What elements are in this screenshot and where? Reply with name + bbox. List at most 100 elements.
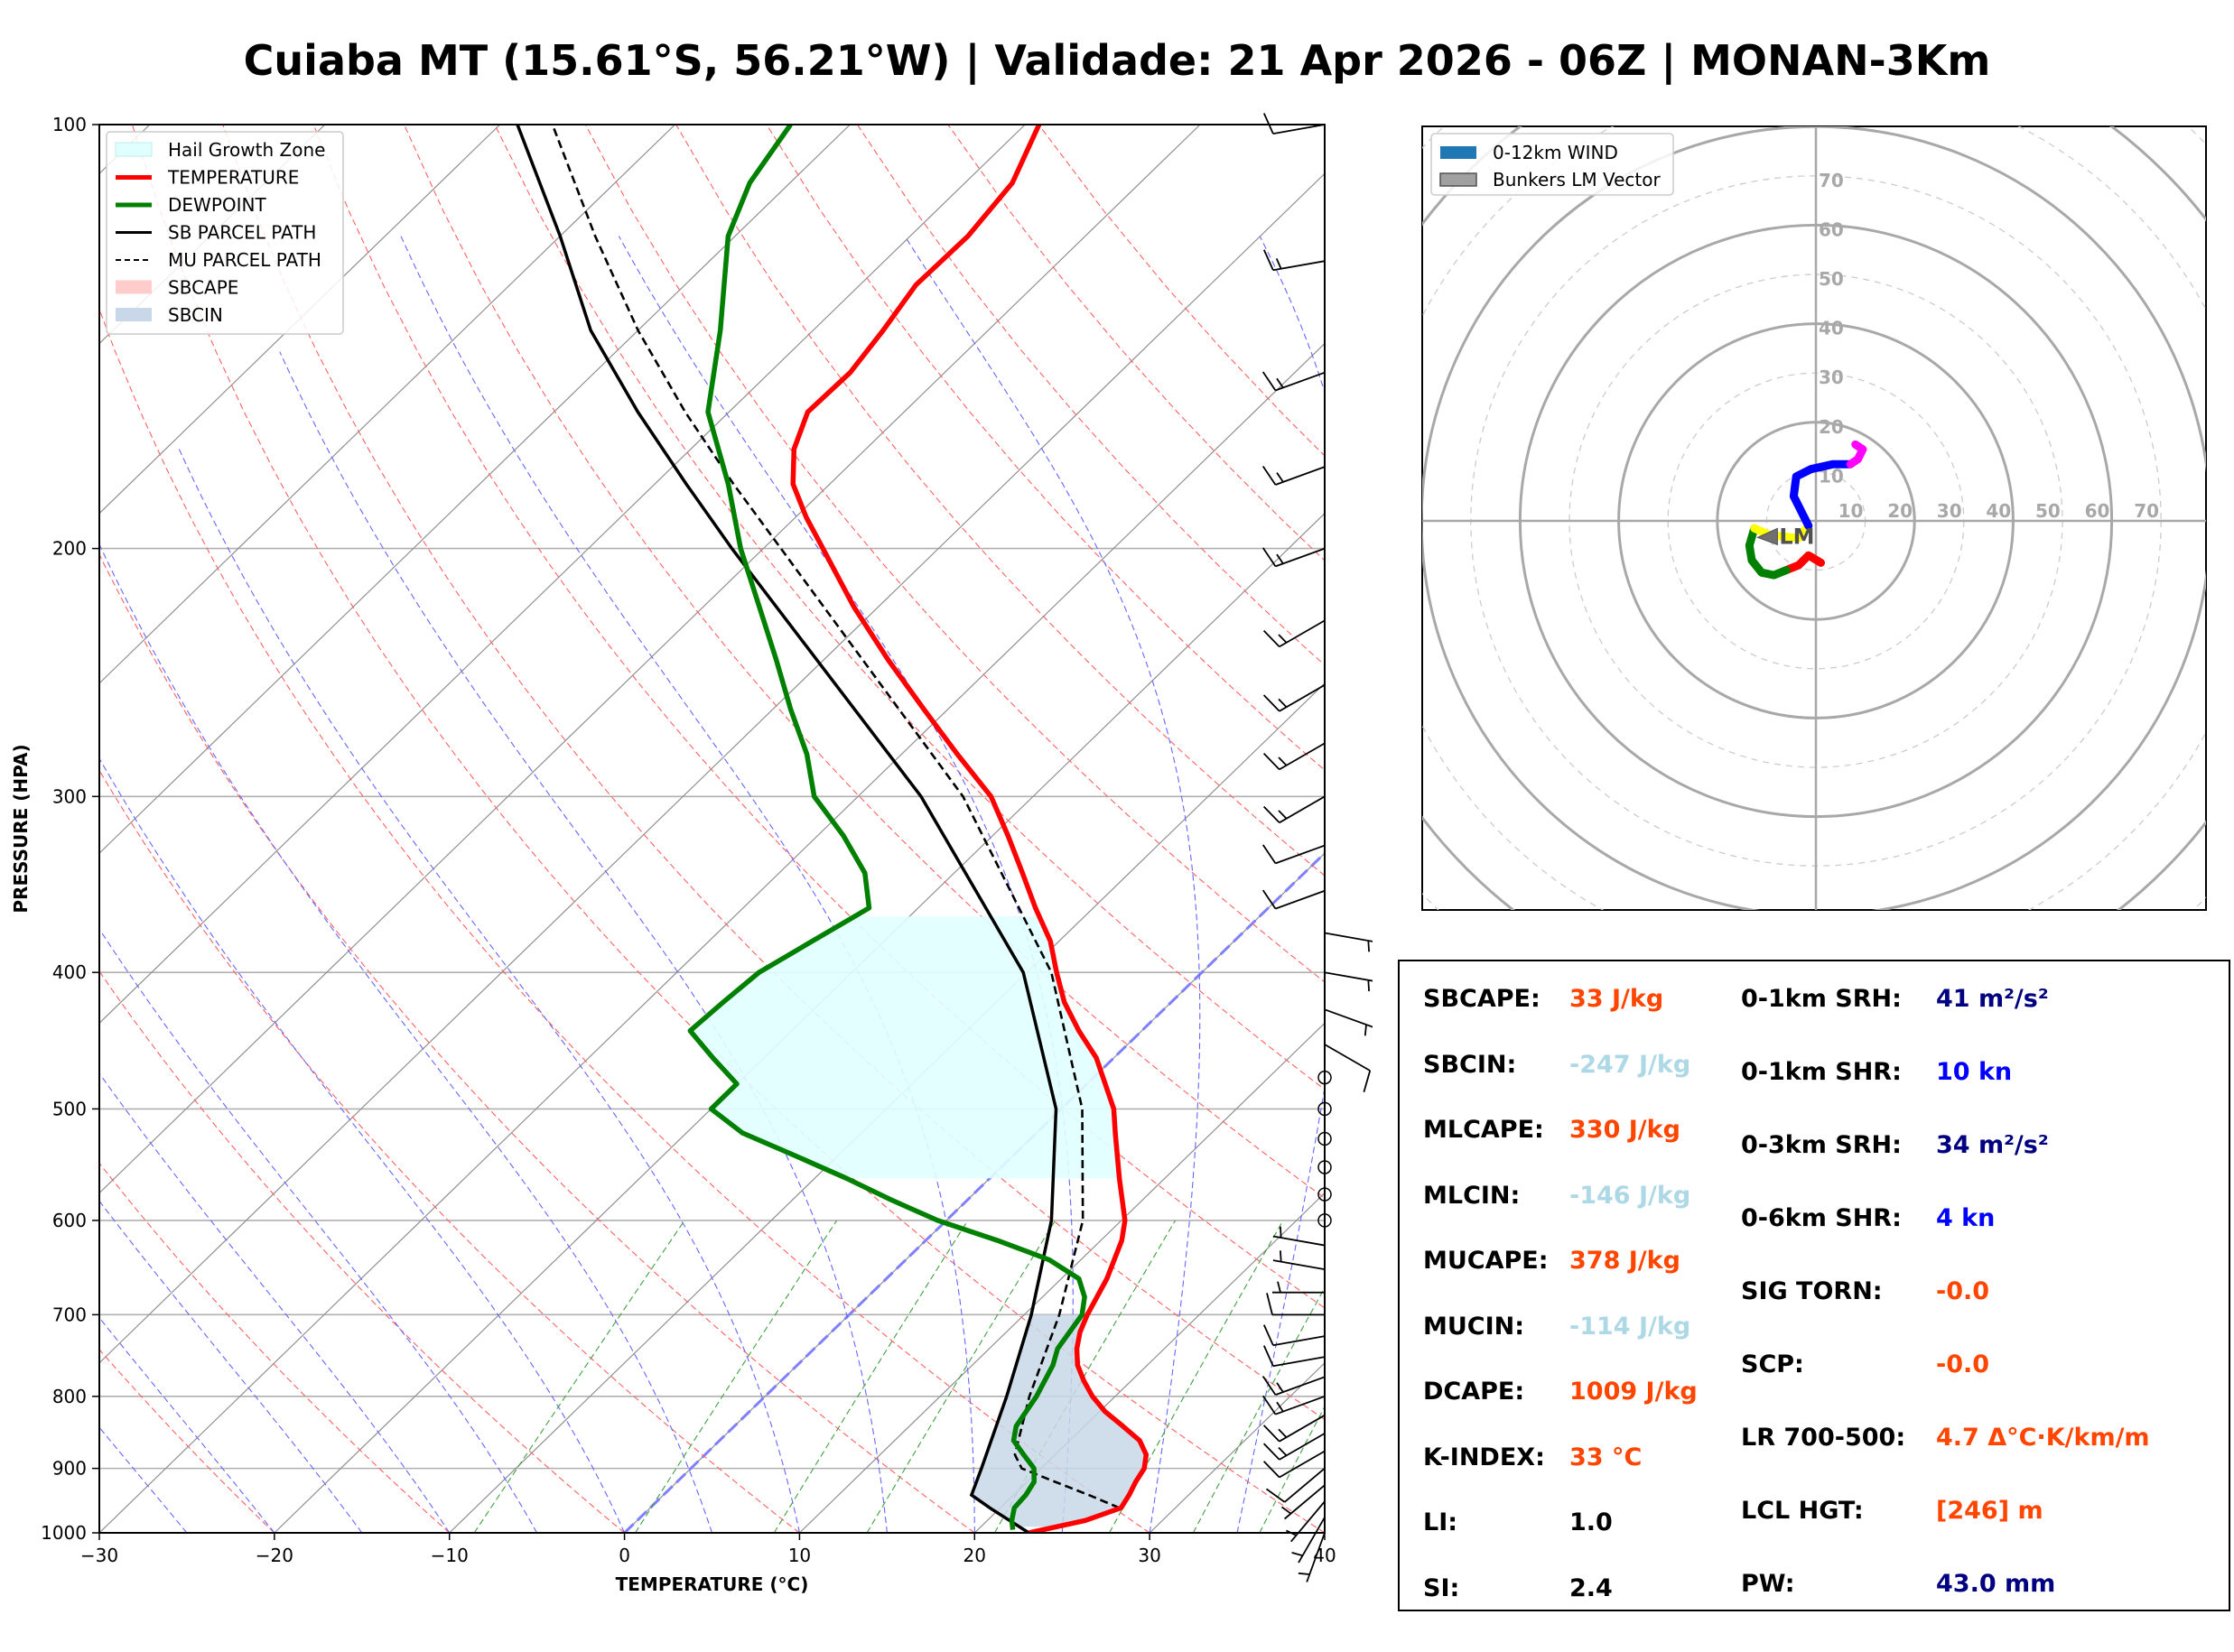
ring-label-x: 10: [1838, 500, 1864, 522]
index-label: DCAPE:: [1423, 1378, 1525, 1406]
index-value: 4.7 Δ°C·K/km/m: [1936, 1424, 2150, 1452]
x-tick-label: −10: [431, 1545, 469, 1566]
index-value: 41 m²/s²: [1936, 985, 2049, 1013]
legend-swatch: [116, 280, 152, 294]
calm-wind-circle: [1317, 1070, 1332, 1085]
dry-adiabat: [99, 1349, 275, 1533]
y-tick-label: 900: [52, 1458, 87, 1480]
bunkers-lm-label: LM: [1779, 524, 1814, 549]
calm-wind-circle: [1317, 1101, 1332, 1117]
index-label: SCP:: [1741, 1350, 1804, 1378]
legend-swatch: [116, 308, 152, 321]
index-label: 0-1km SHR:: [1741, 1058, 1902, 1086]
dry-adiabat: [99, 552, 975, 1533]
index-value: 33 °C: [1569, 1443, 1643, 1471]
mixing-ratio-line: [1192, 1286, 1325, 1533]
sbcin-area: [971, 1314, 1147, 1527]
wind-barb: [1262, 1433, 1326, 1461]
legend-label: MU PARCEL PATH: [168, 249, 321, 271]
wind-barb: [1291, 1517, 1326, 1564]
index-label: LI:: [1423, 1508, 1458, 1536]
bunkers-lm-marker: [1756, 527, 1778, 546]
index-label: LCL HGT:: [1741, 1497, 1864, 1525]
index-label: LR 700-500:: [1741, 1424, 1906, 1452]
index-label: MUCIN:: [1423, 1312, 1525, 1341]
calm-wind-circle: [1317, 1160, 1332, 1174]
legend-swatch: [115, 142, 153, 157]
legend-label: 0-12km WIND: [1493, 142, 1618, 163]
ring-label-y: 20: [1819, 416, 1844, 438]
skewt-chart: −30 −20 −10 0 10 20 30 401002003004005006007008…: [10, 113, 1373, 1595]
legend-label: DEWPOINT: [168, 194, 266, 216]
index-label: SIG TORN:: [1741, 1277, 1883, 1305]
wind-barb: [1266, 1293, 1326, 1316]
isotherm: [449, 682, 1325, 1533]
indices-panel: SBCAPE: 33 J/kg SBCIN: -247 J/kg MLCAPE: 330 …: [1398, 960, 2230, 1611]
legend-box: [106, 131, 344, 335]
x-tick-label: 20: [963, 1545, 986, 1566]
ring-label-x: 20: [1887, 500, 1913, 522]
hodograph-trace: [1745, 524, 1791, 580]
moist-adiabat: [279, 351, 888, 1533]
index-value: 43.0 mm: [1936, 1570, 2056, 1598]
wind-barbs: [1261, 113, 1373, 1582]
ring-label-y: 70: [1819, 170, 1844, 191]
chart-title: Cuiaba MT (15.61°S, 56.21°W) | Validade:…: [243, 36, 1991, 85]
wind-barb: [1261, 889, 1326, 910]
index-value: 1009 J/kg: [1569, 1378, 1698, 1406]
dry-adiabat: [312, 125, 1325, 1309]
moist-adiabat: [99, 1200, 363, 1533]
legend-label: SBCAPE: [168, 277, 238, 299]
ring-label-x: 70: [2134, 500, 2159, 522]
hail-growth-zone: [690, 916, 1120, 1179]
y-tick-label: 700: [52, 1304, 87, 1325]
hodograph-trace: [1750, 522, 1813, 543]
mixing-ratio-line: [773, 1220, 969, 1533]
isotherm: [973, 1192, 1325, 1533]
x-tick-label: 10: [788, 1545, 811, 1566]
ring-label-y: 30: [1819, 367, 1844, 388]
isotherm: [99, 125, 675, 684]
y-axis-label: PRESSURE (HPA): [10, 744, 32, 913]
y-tick-label: 200: [52, 538, 87, 560]
index-label: 0-3km SRH:: [1741, 1131, 1902, 1159]
mixing-ratio-line: [866, 1220, 1056, 1533]
index-value: [246] m: [1936, 1497, 2043, 1525]
mixing-ratio-line: [635, 1220, 838, 1533]
legend-label: SBCIN: [168, 304, 223, 326]
wind-barb: [1272, 1226, 1326, 1247]
isotherm: [274, 512, 1325, 1533]
wind-barb: [1280, 1484, 1326, 1520]
wind-barb: [1324, 1044, 1372, 1093]
dry-adiabat: [584, 125, 1325, 983]
hodograph-trace: [1782, 551, 1825, 575]
ring-label-y: 60: [1819, 218, 1844, 240]
y-tick-label: 300: [52, 785, 87, 807]
wind-barb: [1261, 1376, 1326, 1396]
index-value: 10 kn: [1936, 1058, 2013, 1086]
legend-swatch: [1440, 146, 1476, 159]
wind-barb: [1324, 971, 1373, 992]
index-label: K-INDEX:: [1423, 1443, 1545, 1471]
ring-label-x: 40: [1986, 500, 2011, 522]
index-label: MUCAPE:: [1423, 1247, 1549, 1275]
isotherm: [99, 125, 1201, 1194]
calm-wind-circle: [1317, 1131, 1332, 1146]
dry-adiabat: [99, 970, 625, 1533]
wind-barb: [1271, 1281, 1326, 1294]
x-tick-label: 0: [619, 1545, 630, 1566]
index-value: 378 J/kg: [1569, 1247, 1680, 1275]
wind-barb: [1272, 1250, 1326, 1271]
legend-label: SB PARCEL PATH: [168, 222, 316, 244]
index-value: 33 J/kg: [1569, 985, 1664, 1013]
mixing-ratio-line: [1109, 1220, 1284, 1533]
ring-label-y: 50: [1819, 268, 1844, 290]
wind-barb: [1262, 1345, 1326, 1368]
dry-adiabat: [766, 125, 1325, 771]
sb-parcel-line: [516, 125, 1058, 1533]
y-tick-label: 600: [52, 1210, 87, 1231]
wind-barb: [1261, 465, 1326, 486]
temperature-line: [790, 125, 1150, 1533]
x-tick-label: −20: [256, 1545, 293, 1566]
index-label: PW:: [1741, 1570, 1795, 1598]
